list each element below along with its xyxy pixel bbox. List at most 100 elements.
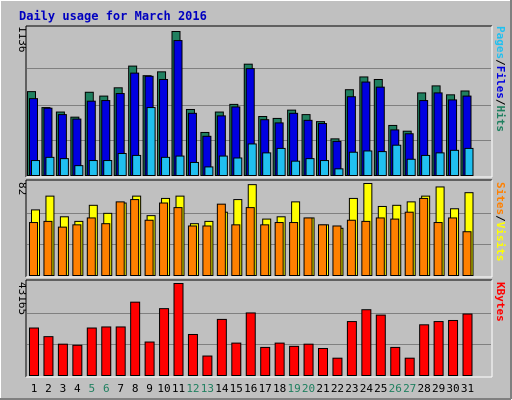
kbytes-bar [216,318,227,376]
sites-bar [231,224,241,276]
pages-bar [464,147,474,177]
day-label: 12 [186,382,199,395]
pages-bar [132,154,142,176]
pages-bar [233,157,243,177]
kbytes-bar [57,343,68,377]
sites-bar [332,225,342,276]
day-label: 8 [132,382,139,395]
pages-bar [320,160,329,176]
kbytes-bar [101,326,112,376]
hits-files-pages-legend-part: / [494,59,507,66]
sites-bar [303,217,313,276]
kbytes-bar [231,342,242,376]
pages-bar [146,107,156,176]
pages-bar [377,151,387,176]
sites-visits-legend: Sites/Visits [494,182,507,262]
pages-bar [291,160,301,177]
kbytes-bar [72,344,83,376]
sites-bar [419,197,429,276]
sites-bar [433,222,443,276]
sites-bar [260,224,270,276]
kbytes-bar [419,324,430,377]
pages-bar [161,156,171,176]
kbytes-bar [245,312,256,376]
files-bar [173,40,183,176]
sites-bar [448,217,458,276]
hits-files-pages-legend-part: Pages [494,26,507,59]
sites-bar [375,217,385,276]
sites-bar [115,201,125,277]
day-label: 1 [31,382,38,395]
day-label: 18 [273,382,286,395]
day-label: 14 [215,382,229,395]
sites-bar [130,199,140,277]
sites-bar [216,203,226,277]
sites-bar [361,220,371,276]
sites-bar [245,207,255,276]
kbytes-bar [173,283,184,376]
kbytes-bar [130,301,141,376]
sites-bar [187,225,197,276]
kbytes-bar [404,357,415,377]
day-label: 22 [331,382,344,395]
day-label: 24 [360,382,374,395]
kbytes-bar [448,319,459,376]
hits-files-pages-legend-part: / [494,99,507,106]
chart-bars [27,31,474,377]
sites-bar [144,219,154,276]
sites-bar [159,202,169,277]
pages-bar [276,147,286,177]
kbytes-bar [375,314,386,377]
day-label: 19 [287,382,300,395]
kbytes-bar [346,321,357,377]
pages-bar [435,152,445,176]
kbytes-bar [86,327,97,376]
pages-bar [334,168,344,177]
day-label: 31 [461,382,474,395]
sites-bar [274,222,284,276]
pages-bar [45,156,55,176]
day-label: 5 [88,382,95,395]
kbytes-bar [43,336,54,377]
kbytes-bar [274,342,285,376]
kbytes-bar [29,327,39,376]
day-label: 30 [446,382,459,395]
pages-bar [117,153,127,176]
day-label: 25 [374,382,387,395]
sites-visits-legend-part: Visits [494,222,507,262]
pages-bar [103,160,113,176]
hits-files-pages-legend: Pages/Files/Hits [494,26,507,132]
sites-bar [390,218,400,276]
kbytes-bar [332,357,343,377]
day-label: 15 [230,382,243,395]
pages-bar [175,155,185,177]
pages-bar [74,165,84,176]
day-label: 23 [345,382,358,395]
sites-bar [29,222,38,276]
hits-files-pages-legend-part: Files [494,66,507,99]
kbytes-bar [303,343,314,377]
day-label: 13 [201,382,214,395]
kbytes-bar [289,345,300,376]
sites-bar [346,219,356,276]
day-label: 17 [259,382,272,395]
sites-bar [72,224,82,276]
sites-bar [43,220,53,276]
day-label: 4 [74,382,81,395]
day-label: 21 [316,382,329,395]
kbytes-bar [433,321,444,377]
sites-bar [289,222,299,276]
day-label: 20 [302,382,315,395]
kbytes-bar [202,355,213,377]
kbytes-bar [115,326,126,376]
sites-bar [101,223,111,276]
day-label: 3 [60,382,67,395]
pages-bar [218,155,228,177]
pages-bar [88,160,98,176]
pages-bar [247,143,257,176]
day-label: 6 [103,382,110,395]
pages-bar [189,161,199,176]
